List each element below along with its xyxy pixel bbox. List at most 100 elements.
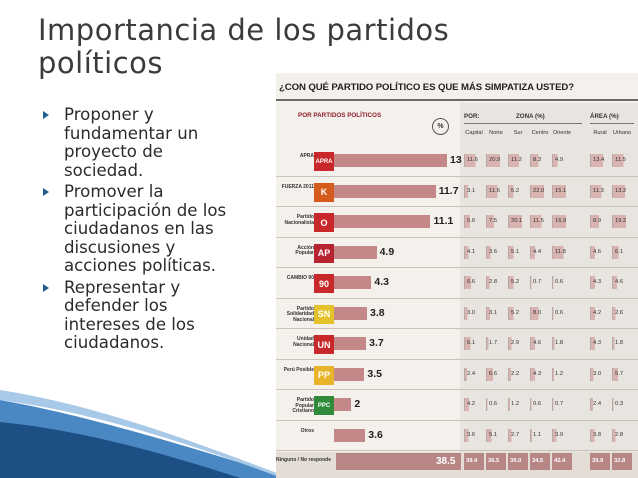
table-cell: 20.9 xyxy=(486,154,501,167)
row-separator xyxy=(276,450,638,451)
table-cell: 5.6 xyxy=(464,215,476,228)
bar xyxy=(334,276,372,289)
table-cell: 11.5 xyxy=(612,154,626,167)
party-logo-icon: APRA xyxy=(314,152,334,171)
bar-value-label: 3.5 xyxy=(367,367,383,380)
party-name: APRA xyxy=(299,153,314,159)
party-name: Perú Posible xyxy=(283,366,314,373)
bullet-text-line: discusiones y xyxy=(64,237,176,257)
bullet-text-line: intereses de los xyxy=(64,314,195,334)
row-separator xyxy=(276,175,638,177)
title-rule xyxy=(276,99,638,101)
table-cell: 11.6 xyxy=(486,184,500,198)
table-cell: 11.2 xyxy=(508,154,522,167)
table-cell: 1.8 xyxy=(612,337,624,350)
party-logo-icon: PPC xyxy=(314,396,334,415)
party-logo-icon: SN xyxy=(314,304,334,324)
bar-value-label: 4.9 xyxy=(379,245,395,258)
table-cell: 5.7 xyxy=(612,367,624,381)
bullet-text-line: sociedad. xyxy=(64,160,144,180)
table-cell: 11.8 xyxy=(552,245,566,259)
bar-value-label: 11.1 xyxy=(433,215,454,227)
table-cell: 5.2 xyxy=(508,276,520,289)
last-cell-fill xyxy=(508,453,528,470)
party-name: Unidad Nacional xyxy=(293,336,314,348)
table-cell: 19.2 xyxy=(612,215,627,228)
table-cell: 2.7 xyxy=(508,428,520,442)
parties-header: POR PARTIDOS POLÍTICOS xyxy=(298,112,382,119)
party-name: CAMBIO 90 xyxy=(286,275,314,281)
row-separator xyxy=(276,358,638,360)
table-cell: 32.8 xyxy=(614,458,626,464)
table-cell: 1.2 xyxy=(508,398,520,411)
table-cell: 15.1 xyxy=(552,184,567,198)
table-cell: 6.1 xyxy=(464,337,476,350)
table-cell: 7.5 xyxy=(486,215,498,228)
table-cell: 8.0 xyxy=(530,306,542,320)
area-header: ÁREA (%) xyxy=(590,113,619,120)
table-cell: 34.5 xyxy=(532,458,544,464)
party-name: Acción Popular xyxy=(295,244,314,257)
bar-value-label: 11.7 xyxy=(438,184,459,197)
column-header: Capital xyxy=(465,130,483,136)
row-separator xyxy=(276,206,638,207)
row-separator xyxy=(276,389,638,390)
por-header: POR: xyxy=(464,113,480,120)
bullet-list: Proponer y fundamentar un proyecto de socie… xyxy=(40,105,272,356)
party-name: Ninguno / No responde xyxy=(276,457,331,463)
last-cell-fill xyxy=(464,453,484,470)
table-cell: 2.9 xyxy=(508,337,520,350)
table-cell: 13.4 xyxy=(590,154,605,167)
bar-value-label: 2 xyxy=(354,398,361,410)
bar xyxy=(334,367,365,381)
table-cell: 4.6 xyxy=(612,276,624,289)
table-cell: 22.0 xyxy=(530,184,545,198)
bullet-text-line: fundamentar un xyxy=(64,123,199,143)
bullet-text-line: ciudadanos. xyxy=(64,333,165,352)
table-cell: 3.1 xyxy=(464,184,476,198)
bullet-text-line: ciudadanos en las xyxy=(64,219,214,238)
table-cell: 2.4 xyxy=(590,398,602,411)
table-cell: 2.8 xyxy=(486,276,498,289)
table-cell: 6.6 xyxy=(486,367,498,381)
table-cell: 11.3 xyxy=(590,184,604,198)
bullet-arrow-icon xyxy=(43,188,49,196)
bullet-text-line: acciones políticas. xyxy=(64,256,217,275)
bullet-text-line: participación de los xyxy=(64,200,227,220)
table-cell: 3.1 xyxy=(486,306,498,320)
table-cell: 2.6 xyxy=(612,306,624,320)
table-cell: 5.1 xyxy=(508,245,520,259)
table-cell: 3.9 xyxy=(552,428,564,442)
table-cell: 1.8 xyxy=(552,337,564,350)
infographic-title: ¿CON QUÉ PARTIDO POLÍTICO ES QUE MÁS SIM… xyxy=(279,82,574,93)
table-cell: 3.0 xyxy=(464,306,476,320)
table-cell: 4.6 xyxy=(590,245,602,259)
party-name: Partido Nacionalista xyxy=(284,214,314,226)
table-cell: 4.9 xyxy=(552,154,564,167)
party-logo-icon: PP xyxy=(314,365,334,385)
bullet-text-line: Representar y xyxy=(64,277,181,297)
table-cell: 0.3 xyxy=(612,398,624,411)
row-separator xyxy=(276,267,638,268)
table-cell: 0.6 xyxy=(552,276,564,289)
last-cell-fill xyxy=(486,453,506,470)
table-cell: 6.1 xyxy=(612,245,624,259)
party-logo-icon: UN xyxy=(314,335,334,354)
decorative-swoosh xyxy=(0,390,290,478)
table-cell: 3.8 xyxy=(590,428,602,442)
zona-underline xyxy=(464,123,582,124)
bar xyxy=(334,428,366,442)
party-name: Partido Solidaridad Nacional xyxy=(286,305,314,323)
title-line-1: Importancia de los partidos xyxy=(38,13,450,47)
table-cell: 36.5 xyxy=(488,458,500,464)
bar xyxy=(334,306,368,320)
table-cell: 0.7 xyxy=(552,398,564,411)
bar-value-label: 3.7 xyxy=(369,337,384,349)
table-cell: 4.4 xyxy=(530,245,542,259)
last-cell-fill xyxy=(590,453,610,470)
column-header: Urbano xyxy=(612,130,632,136)
bar xyxy=(334,245,377,259)
bullet-text-line: Proponer y xyxy=(64,105,154,124)
party-logo-icon: O xyxy=(314,213,334,232)
table-cell: 1.1 xyxy=(530,428,542,442)
